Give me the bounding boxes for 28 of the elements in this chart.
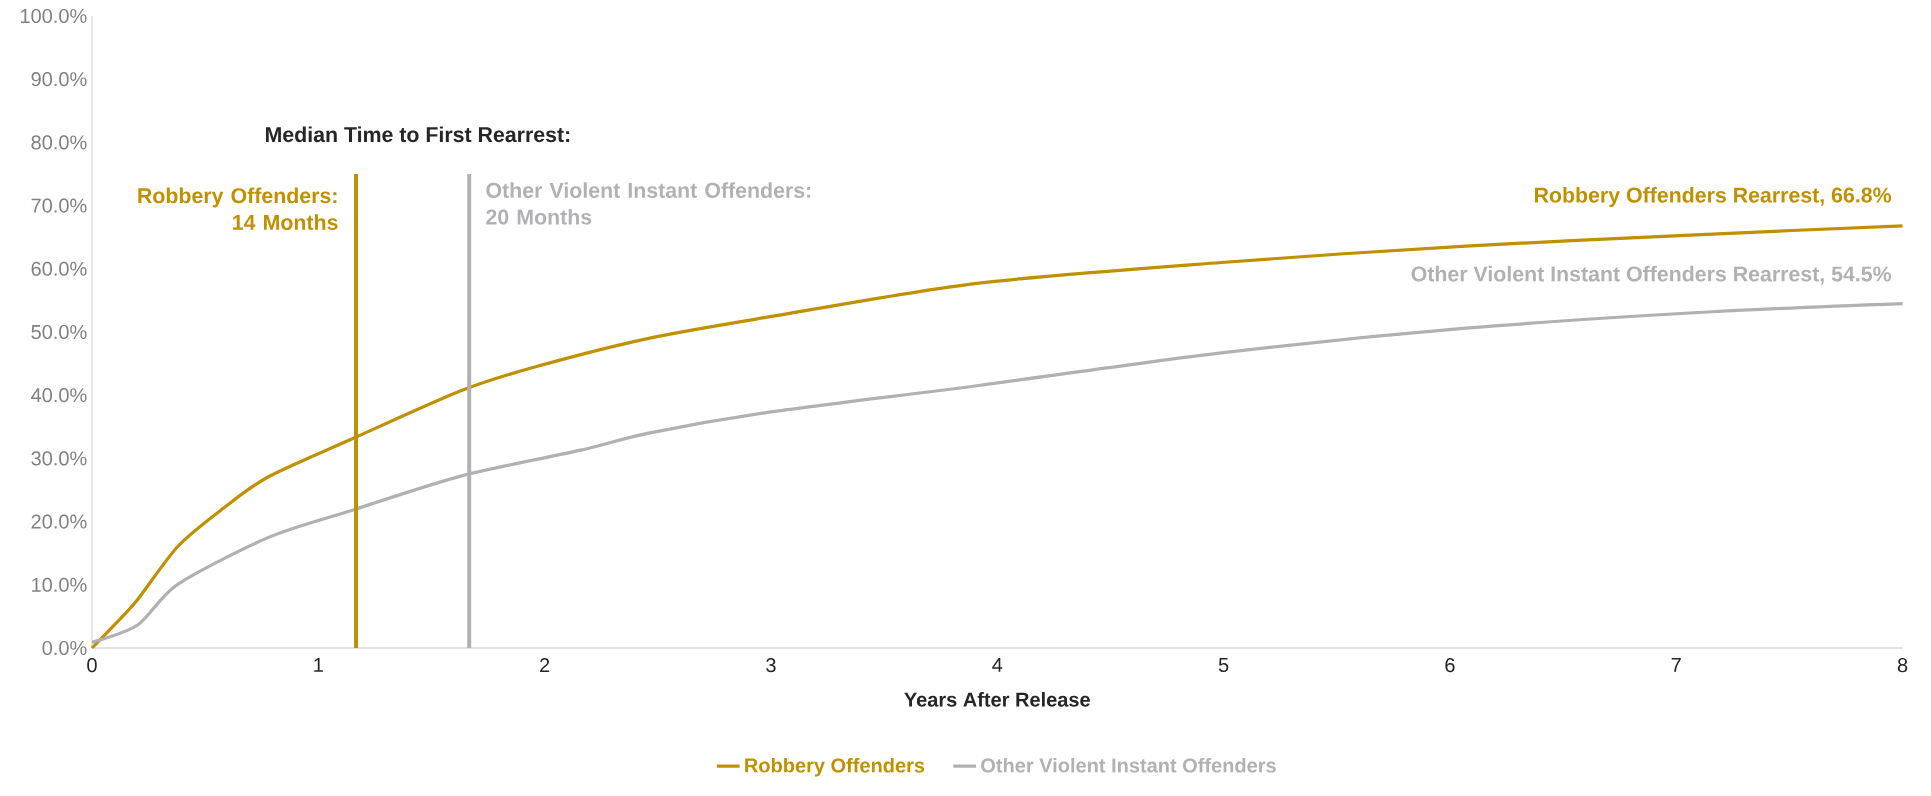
x-tick-label: 3	[766, 658, 776, 673]
x-tick-label: 1	[314, 658, 323, 672]
annotation: Median Time to First Rearrest:	[265, 126, 570, 143]
x-tick-label: 4	[992, 658, 1003, 672]
x-tick-label: 8	[1897, 658, 1908, 673]
annotation: Other Violent Instant Offenders Rearrest, 54.5%	[1411, 265, 1892, 285]
y-tick-label: 90.0%	[31, 72, 87, 87]
y-tick-label: 0.0%	[42, 640, 87, 656]
y-tick-label: 30.0%	[31, 451, 87, 466]
x-tick-label: 5	[1218, 658, 1229, 672]
annotation: Robbery Offenders: 14 Months	[138, 187, 338, 230]
y-tick-label: 40.0%	[31, 388, 87, 403]
annotation: Robbery Offenders Rearrest, 66.8%	[1534, 187, 1892, 207]
y-tick-label: 60.0%	[31, 261, 87, 276]
x-tick-label: 6	[1445, 658, 1455, 673]
y-tick-label: 80.0%	[31, 135, 87, 150]
x-tick-label: 2	[540, 658, 550, 673]
y-tick-label: 70.0%	[31, 198, 87, 213]
y-tick-label: 100.0%	[20, 8, 87, 24]
annotation: Other Violent Instant Offenders: 20 Months	[486, 182, 811, 225]
x-tick-label: 7	[1671, 658, 1681, 672]
y-tick-label: 20.0%	[31, 514, 87, 529]
x-tick-label: 0	[87, 658, 97, 673]
legend-label: Other Violent Instant Offenders	[981, 757, 1276, 773]
y-tick-label: 50.0%	[31, 324, 87, 340]
legend-label: Robbery Offenders	[745, 757, 925, 777]
x-axis-title: Years After Release	[904, 692, 1090, 707]
y-tick-label: 10.0%	[32, 577, 87, 592]
